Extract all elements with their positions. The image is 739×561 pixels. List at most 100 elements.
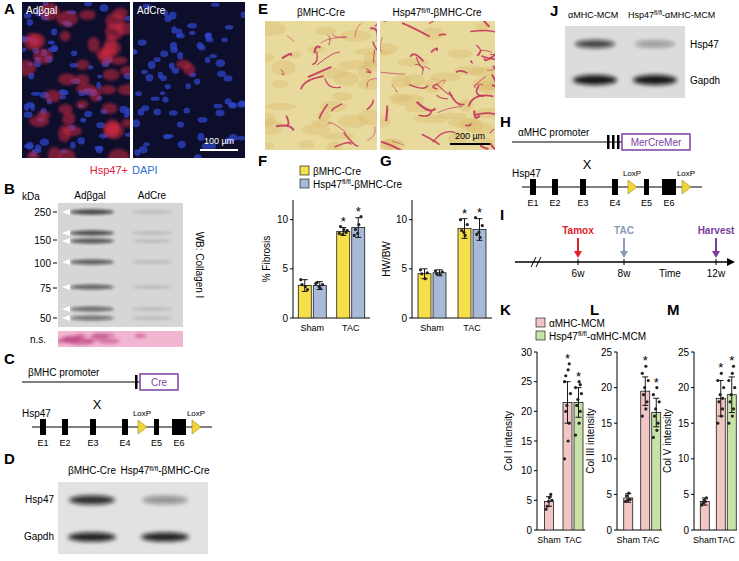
- legend-swatch: [536, 331, 545, 340]
- data-point: [643, 386, 646, 389]
- data-point: [731, 372, 734, 375]
- bar: [418, 274, 431, 318]
- data-point: [299, 278, 302, 281]
- lane-label: βMHC-Cre: [68, 465, 116, 476]
- data-point: [356, 232, 359, 235]
- legend-label: Hsp47fl/fl-βMHC-Cre: [313, 178, 403, 190]
- exon: [122, 419, 128, 435]
- data-point: [466, 223, 469, 226]
- collagen-fiber: [479, 50, 492, 56]
- band: [70, 316, 114, 321]
- collagen-fiber: [367, 100, 374, 110]
- tissue-tone: [380, 139, 405, 150]
- data-point: [574, 433, 577, 436]
- significance: *: [576, 369, 581, 384]
- text-part: Hsp47: [392, 7, 421, 18]
- nucleus: [213, 104, 222, 109]
- image-bg: [22, 2, 130, 158]
- time-tick: [624, 259, 625, 265]
- nucleus: [237, 136, 245, 140]
- category-label: Sham: [300, 323, 324, 333]
- unit-label: kDa: [22, 191, 40, 202]
- text-part: -αMHC-MCM: [587, 331, 646, 342]
- scale-bar: [200, 149, 238, 151]
- data-point: [477, 231, 480, 234]
- error-bar: [718, 380, 724, 416]
- axis-label: Col III intensity: [585, 408, 596, 474]
- data-point: [641, 372, 644, 375]
- nucleus: [224, 75, 233, 81]
- hsp47-cell: [105, 35, 117, 52]
- tissue-tone: [380, 49, 392, 55]
- promoter-bar: [135, 375, 138, 389]
- ponceau: [58, 331, 183, 347]
- collagen-fiber: [392, 84, 398, 92]
- tissue-tone: [265, 113, 276, 127]
- stain-label: DAPI: [132, 164, 158, 176]
- arrow: [62, 315, 70, 321]
- data-point: [420, 272, 423, 275]
- y-tick: [534, 411, 537, 412]
- plot-area: [544, 362, 583, 530]
- plot-area: [700, 365, 736, 530]
- data-point: [546, 505, 549, 508]
- nucleus: [145, 74, 153, 81]
- event-label: TAC: [614, 225, 634, 236]
- tick-label: 20: [601, 382, 613, 393]
- collagen-fiber: [433, 84, 437, 89]
- tissue-tone: [265, 142, 274, 148]
- significance: *: [462, 206, 467, 221]
- histology: [265, 21, 377, 150]
- data-point: [626, 498, 629, 501]
- event-arrowhead: [574, 251, 582, 258]
- micrograph: [22, 2, 130, 158]
- tick-label: 20: [521, 406, 533, 417]
- axis-label: HW/BW: [381, 241, 392, 277]
- tissue-tone: [301, 124, 330, 134]
- error-bar: [477, 219, 483, 241]
- tissue-tone: [358, 79, 377, 90]
- driver-box: [140, 374, 178, 390]
- data-point: [727, 422, 730, 425]
- exon-label: E1: [37, 438, 48, 448]
- y-axis: [293, 200, 294, 318]
- collagen-fiber: [439, 34, 446, 35]
- category-label: TAC: [564, 535, 582, 545]
- collagen-fiber: [367, 126, 375, 140]
- nucleus: [225, 25, 233, 30]
- band: [132, 239, 172, 243]
- hsp47-cell: [37, 111, 51, 119]
- data-point: [579, 410, 582, 413]
- category-label: Sham: [537, 535, 561, 545]
- data-point: [645, 400, 648, 403]
- collagen-fiber: [320, 104, 328, 119]
- exon-label: E3: [577, 198, 588, 208]
- event-arrow: [577, 238, 579, 252]
- bar: [433, 273, 446, 318]
- time-axis: [515, 261, 728, 263]
- y-axis: [617, 352, 618, 530]
- bar: [700, 502, 709, 530]
- data-point: [357, 223, 360, 226]
- nucleus: [160, 51, 168, 58]
- arrow: [62, 230, 70, 236]
- legend-label: βMHC-Cre: [313, 166, 361, 177]
- tissue-tone: [317, 111, 330, 120]
- nucleus: [169, 62, 175, 69]
- band: [70, 239, 114, 244]
- hsp47-cell: [28, 33, 46, 48]
- bar: [352, 228, 365, 318]
- data-point: [578, 422, 581, 425]
- collagen-fiber: [474, 110, 480, 117]
- nucleus: [160, 91, 165, 95]
- nucleus: [194, 154, 202, 158]
- collagen-fiber: [475, 84, 483, 88]
- collagen-fiber: [327, 123, 346, 133]
- axis-arrow: [727, 258, 735, 266]
- micrograph: [133, 2, 245, 158]
- nucleus: [171, 26, 177, 34]
- hsp47-cell: [103, 69, 120, 81]
- loxp-site: [138, 420, 147, 434]
- tissue-tone: [315, 27, 337, 36]
- y-tick: [614, 423, 617, 424]
